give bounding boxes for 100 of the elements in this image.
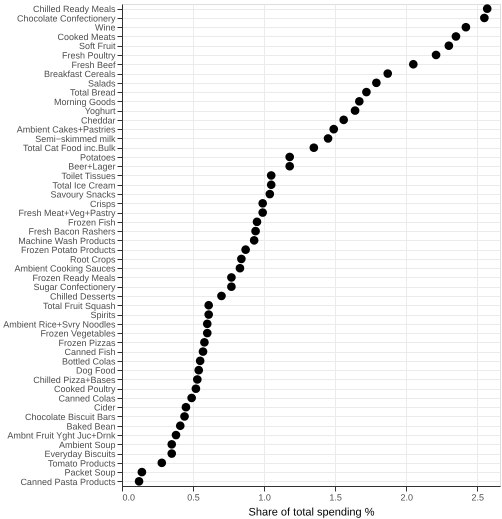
point — [236, 264, 244, 272]
point — [362, 88, 371, 96]
point — [227, 282, 236, 292]
point — [196, 356, 204, 366]
y-tick-label: Ambnt Fruit Yght Juc+Drnk — [7, 430, 116, 441]
point — [265, 190, 274, 198]
y-tick-label: Root Crops — [70, 254, 116, 264]
point — [432, 50, 440, 60]
y-tick-label: Salads — [88, 78, 116, 88]
y-tick-label: Beer+Lager — [68, 162, 116, 172]
point — [258, 198, 268, 208]
y-tick-label: Chilled Ready Meals — [32, 4, 116, 14]
point — [182, 402, 190, 412]
y-tick-label: Machine Wash Products — [18, 236, 116, 246]
y-tick-label: Frozen Vegetables — [40, 328, 116, 339]
y-tick-label: Soft Fruit — [78, 41, 116, 52]
point — [251, 226, 260, 236]
y-tick-label: Canned Colas — [58, 393, 116, 404]
y-tick-label: Dog Food — [76, 366, 116, 376]
y-tick-label: Ambient Soup — [58, 440, 116, 450]
point — [172, 430, 180, 440]
y-tick-label: Chocolate Confectionery — [16, 13, 116, 24]
x-tick-label: 2.5 — [472, 492, 484, 502]
point — [372, 78, 381, 88]
point — [237, 254, 246, 264]
y-tick-label: Total Fruit Squash — [42, 300, 116, 311]
y-tick-label: Everyday Biscuits — [44, 449, 116, 460]
y-tick-label: Fresh Bacon Rashers — [28, 226, 116, 237]
y-tick-label: Canned Fish — [64, 347, 116, 358]
point — [482, 4, 492, 13]
y-tick-label: Canned Pasta Products — [20, 476, 116, 487]
point — [310, 143, 318, 152]
y-tick-label: Chilled Pizza+Bases — [33, 374, 116, 385]
y-tick-label: Cooked Meats — [57, 32, 116, 42]
x-tick-label: 0.5 — [187, 492, 200, 502]
point — [258, 208, 268, 217]
point — [252, 218, 262, 226]
point — [408, 60, 418, 69]
point — [480, 14, 489, 22]
point — [180, 412, 189, 421]
y-tick-label: Cheddar — [80, 115, 116, 126]
y-tick-label: Bottled Colas — [62, 356, 116, 366]
point — [241, 245, 250, 254]
y-tick-label: Fresh Poultry — [62, 50, 116, 60]
point — [383, 69, 392, 78]
point — [157, 458, 166, 468]
point — [285, 162, 294, 171]
y-tick-label: Potatoes — [80, 152, 116, 162]
y-tick-label: Savoury Snacks — [50, 190, 116, 200]
point — [266, 171, 276, 180]
point — [134, 477, 144, 486]
point — [217, 292, 226, 300]
point — [227, 273, 236, 282]
y-tick-label: Tomato Products — [48, 458, 116, 468]
y-tick-label: Breakfast Cereals — [44, 69, 116, 80]
y-tick-label: Semi−skimmed milk — [35, 134, 116, 144]
y-tick-label: Fresh Meat+Veg+Pastry — [18, 208, 116, 218]
y-tick-label: Baked Bean — [66, 421, 116, 432]
y-tick-label: Total Cat Food inc.Bulk — [22, 143, 116, 154]
point — [167, 449, 176, 458]
point — [324, 134, 332, 143]
point — [329, 124, 338, 134]
y-tick-label: Yoghurt — [84, 106, 116, 116]
point — [444, 41, 454, 50]
x-axis-title: Share of total spending % — [248, 506, 375, 518]
y-tick-label: Sugar Confectionery — [33, 282, 116, 292]
point — [138, 468, 146, 476]
y-tick-label: Morning Goods — [54, 96, 116, 107]
point — [192, 375, 202, 384]
y-tick-label: Total Ice Cream — [52, 180, 116, 190]
y-tick-label: Frozen Potato Products — [20, 245, 116, 256]
point — [204, 300, 214, 310]
y-tick-label: Crisps — [90, 198, 116, 209]
point — [452, 32, 460, 41]
point — [354, 97, 364, 106]
y-tick-label: Spirits — [90, 310, 116, 320]
y-tick-label: Fresh Beef — [71, 60, 116, 70]
x-tick-label: 2.0 — [400, 492, 413, 502]
point — [176, 421, 185, 430]
y-tick-label: Frozen Pizzas — [58, 338, 116, 348]
point — [250, 236, 258, 245]
y-tick-label: Frozen Ready Meals — [32, 272, 116, 283]
point — [198, 347, 208, 356]
y-tick-label: Ambient Rice+Svry Noodles — [3, 319, 116, 330]
y-tick-label: Chilled Desserts — [50, 291, 116, 302]
point — [167, 440, 176, 449]
y-tick-label: Frozen Fish — [68, 217, 116, 228]
y-tick-label: Toilet Tissues — [61, 170, 116, 181]
point — [350, 106, 360, 115]
point — [200, 338, 209, 347]
point — [285, 152, 294, 162]
y-tick-label: Packet Soup — [64, 468, 116, 478]
point — [339, 116, 348, 124]
point — [202, 319, 212, 328]
y-tick-label: Ambient Cakes+Pastries — [16, 124, 116, 135]
point — [202, 328, 212, 338]
y-tick-label: Cooked Poultry — [54, 384, 116, 394]
y-tick-label: Cider — [94, 402, 116, 413]
y-tick-label: Chocolate Biscuit Bars — [24, 412, 116, 422]
point — [462, 22, 470, 32]
